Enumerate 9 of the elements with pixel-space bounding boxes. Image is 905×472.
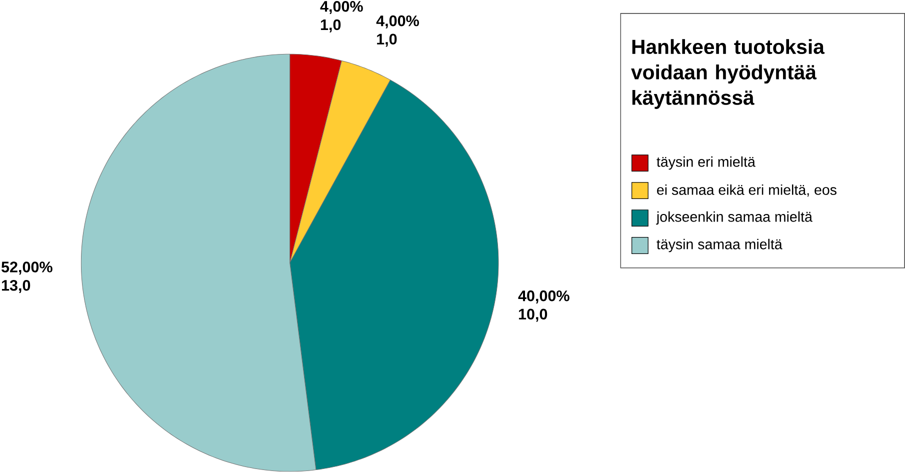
data-label: 40,00% 10,0 [518,290,570,322]
legend-label: jokseenkin samaa mieltä [656,212,812,225]
legend-title: Hankkeen tuotoksia voidaan hyödyntää käytännössä [631,39,825,110]
data-label: 52,00% 13,0 [1,262,52,294]
legend-label: täysin samaa mieltä [656,238,782,252]
data-label: 4,00% 1,0 [376,16,419,47]
legend-label: ei samaa eikä eri mieltä, eos [657,184,836,197]
data-label: 4,00% 1,0 [320,1,363,32]
legend-label: täysin eri mieltä [656,156,756,170]
